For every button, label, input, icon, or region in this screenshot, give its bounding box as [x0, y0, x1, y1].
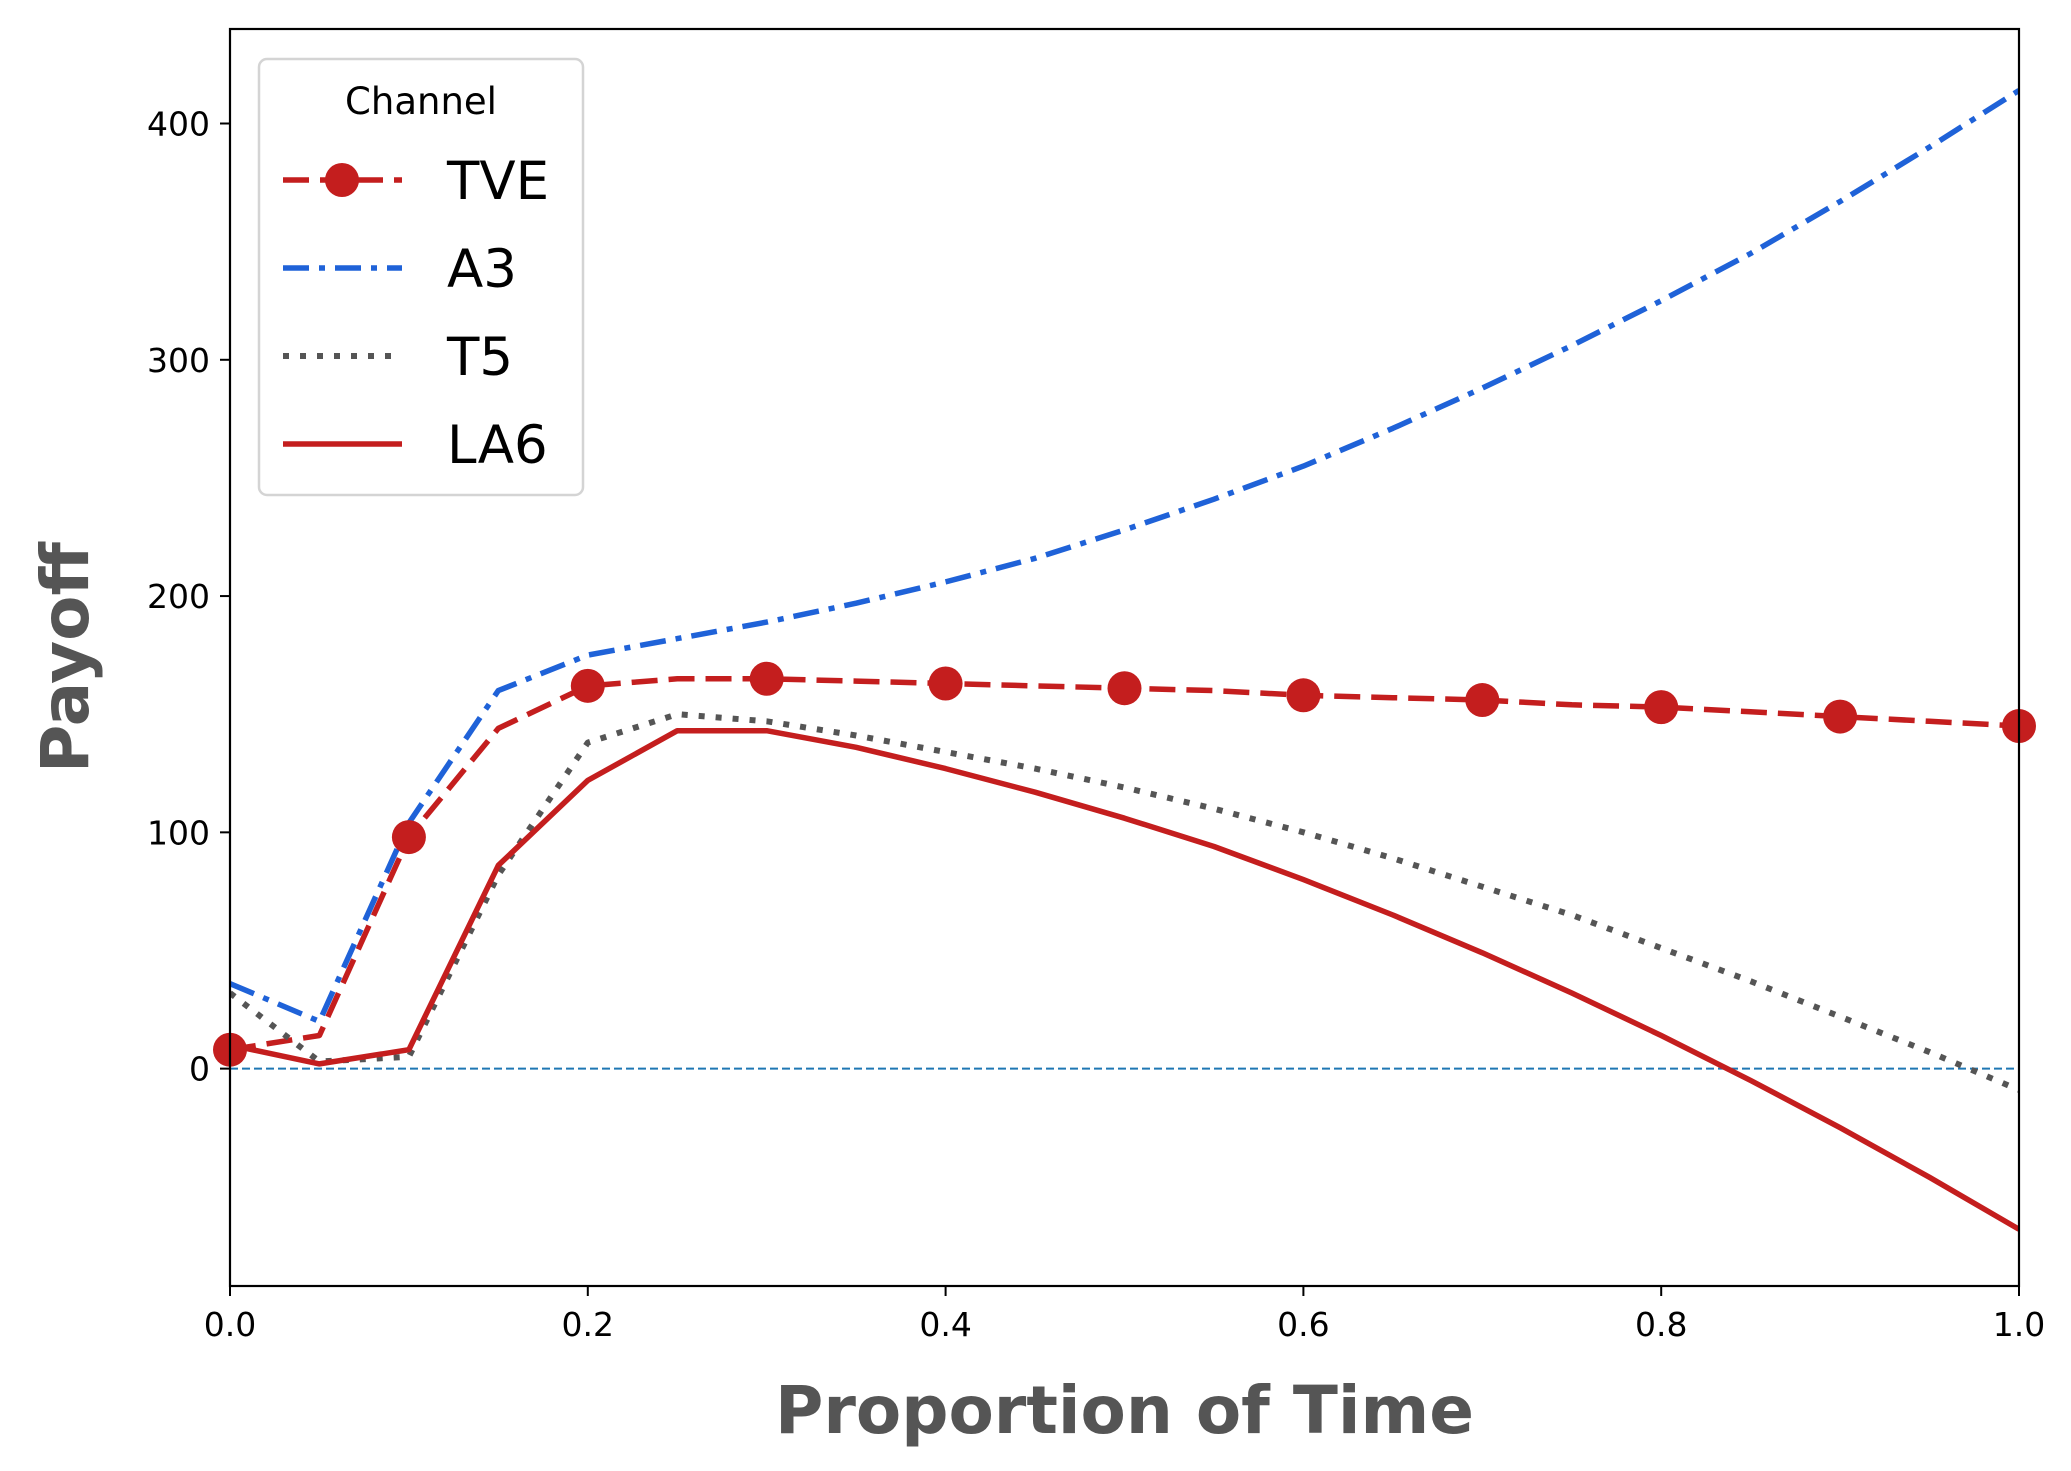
- x-tick-label: 1.0: [1993, 1305, 2045, 1344]
- y-tick-label: 300: [147, 341, 210, 380]
- legend-title: Channel: [345, 80, 497, 123]
- series-line-a3: [230, 88, 2019, 1025]
- series-point-tve: [749, 661, 784, 696]
- x-tick-label: 0.6: [1277, 1305, 1329, 1344]
- y-tick-label: 400: [147, 105, 210, 144]
- legend: Channel TVE A3 T5 LA6: [257, 57, 585, 497]
- x-tick-label: 0.8: [1635, 1305, 1687, 1344]
- x-tick-label: 0.4: [919, 1305, 971, 1344]
- series-point-tve: [1107, 671, 1142, 706]
- marker-layer: [213, 661, 2036, 1067]
- y-axis-title: Payoff: [27, 540, 104, 772]
- legend-label-la6: LA6: [447, 415, 548, 476]
- legend-label-a3: A3: [447, 239, 517, 300]
- series-point-tve: [1286, 678, 1321, 713]
- series-line-la6: [230, 727, 2019, 1232]
- series-point-tve: [391, 820, 426, 855]
- legend-items: TVE A3 T5 LA6: [283, 151, 549, 476]
- x-tick-label: 0.0: [204, 1305, 256, 1344]
- series-point-tve: [570, 668, 605, 703]
- legend-label-tve: TVE: [446, 151, 549, 212]
- legend-label-t5: T5: [446, 327, 513, 388]
- y-tick-label: 100: [147, 813, 210, 852]
- y-axis-ticks: 0 100 200 300 400: [147, 105, 230, 1089]
- plot-frame: [228, 27, 2021, 1288]
- y-tick-label: 200: [147, 577, 210, 616]
- series-point-tve: [1465, 683, 1500, 718]
- series-point-tve: [1644, 690, 1679, 725]
- y-tick-label: 0: [189, 1050, 210, 1089]
- legend-marker-tve: [325, 163, 359, 197]
- series-point-tve: [1823, 699, 1858, 734]
- series-point-tve: [928, 666, 963, 701]
- series-line-t5: [230, 711, 2019, 1093]
- x-axis-ticks: 0.0 0.2 0.4 0.6 0.8 1.0: [204, 1286, 2045, 1344]
- x-tick-label: 0.2: [562, 1305, 614, 1344]
- x-axis-title: Proportion of Time: [775, 1372, 1474, 1449]
